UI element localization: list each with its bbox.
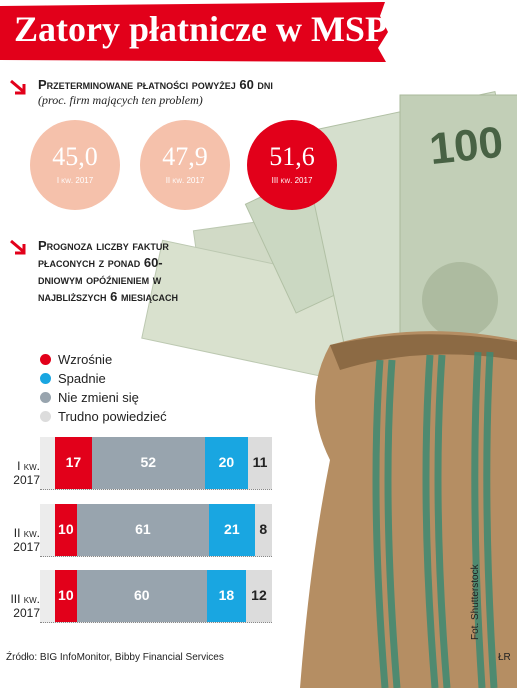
data-label: 10 [58,587,74,603]
legend-swatch [40,392,51,403]
data-label: 61 [135,521,151,537]
arrow-icon [10,79,26,95]
category-label: III kw. 2017 [10,592,40,620]
arrow-icon [10,239,26,255]
legend-swatch [40,373,51,384]
data-label: 20 [218,454,235,470]
title: Zatory płatnicze w MSP [14,9,387,49]
category-label: II kw. 2017 [13,526,40,554]
section-title: Prognoza liczby faktur płaconych z ponad… [38,238,178,304]
bar-segment: 60 [76,570,207,622]
bar-segment: 61 [76,504,210,556]
bar-segment: 52 [91,437,205,489]
data-label: 21 [224,521,240,537]
data-label: 12 [251,587,267,603]
legend-label: Spadnie [58,371,106,386]
data-label: 18 [218,587,235,603]
data-label: 60 [133,587,150,603]
data-circle: 51,6 III kw. 2017 [247,120,337,210]
legend-label: Nie zmieni się [58,390,139,405]
data-circle: 45,0 I kw. 2017 [30,120,120,210]
data-circle: 47,9 II kw. 2017 [140,120,230,210]
value-label: 51,6 [269,142,315,171]
section-title: Przeterminowane płatności powyżej 60 dni [38,77,273,92]
title-band [0,2,388,62]
logo: ŁR [498,652,511,663]
source: Źródło: BIG InfoMonitor, Bibby Financial… [6,652,224,663]
data-label: 10 [58,521,74,537]
category-label: I kw. 2017 [13,459,40,487]
legend-swatch [40,411,51,422]
data-label: 52 [140,454,157,470]
legend-label: Trudno powiedzieć [58,409,167,424]
bar-segment: 17 [55,437,92,489]
bar-segment: 12 [245,570,272,622]
bar-segment: 18 [206,570,246,622]
bar-segment: 21 [209,504,255,556]
legend-swatch [40,354,51,365]
bar-segment: 10 [55,570,77,622]
bar-segment: 10 [55,504,77,556]
legend-label: Wzrośnie [58,352,113,367]
circle-label: III kw. 2017 [271,176,313,185]
circle-label: II kw. 2017 [165,176,205,185]
data-label: 11 [252,454,268,470]
data-label: 17 [65,454,82,470]
bar-segment: 11 [248,437,272,489]
circle-label: I kw. 2017 [56,176,94,185]
value-label: 45,0 [52,142,98,171]
bar-segment: 20 [204,437,249,489]
data-label: 8 [259,521,268,537]
section-subtitle: (proc. firm mających ten problem) [38,93,203,107]
bar-segment: 8 [254,504,272,556]
svg-text:100: 100 [427,118,505,174]
value-label: 47,9 [162,142,208,171]
photo-credit: Fot. Shutterstock [470,564,481,640]
